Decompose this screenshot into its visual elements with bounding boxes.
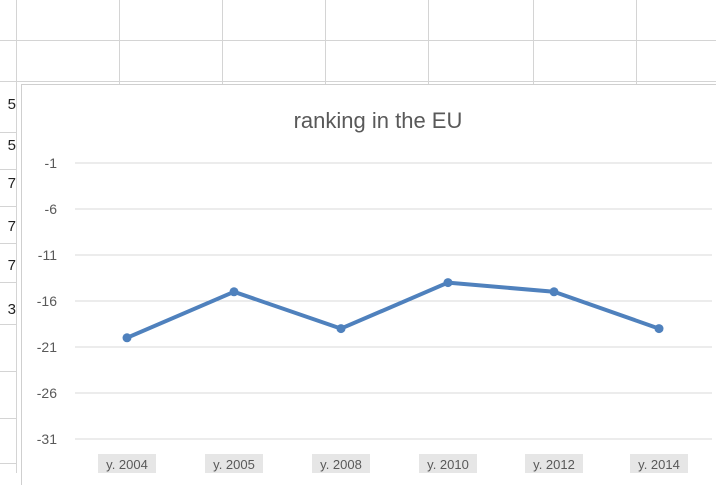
x-tick-label-highlight xyxy=(312,454,370,473)
x-tick-label-highlight xyxy=(525,454,583,473)
chart-object[interactable] xyxy=(21,84,716,485)
data-point xyxy=(122,333,132,343)
row-gridline xyxy=(0,324,16,325)
cell-value[interactable]: 7 xyxy=(7,257,16,274)
column-gridline xyxy=(325,0,326,84)
column-gridline xyxy=(428,0,429,84)
x-tick-label: y. 2005 xyxy=(213,457,255,472)
x-tick-label: y. 2008 xyxy=(320,457,362,472)
column-gridline xyxy=(222,0,223,84)
data-point xyxy=(336,324,346,334)
row-gridline xyxy=(0,132,16,133)
line-chart[interactable]: ranking in the EU -1 -6 -11 -16 -21 -26 -31 y. 2… xyxy=(0,0,716,473)
x-tick-label-highlight xyxy=(98,454,156,473)
row-gridline xyxy=(0,206,16,207)
y-tick-label: -11 xyxy=(38,247,57,263)
y-tick-label: -6 xyxy=(45,201,58,217)
row-gridline xyxy=(0,282,16,283)
y-tick-label: -1 xyxy=(45,155,58,171)
y-tick-label: -16 xyxy=(37,293,57,309)
x-tick-label-highlight xyxy=(630,454,688,473)
data-point xyxy=(443,278,453,288)
data-point xyxy=(654,324,664,334)
row-gridline xyxy=(0,371,16,372)
y-tick-label: -26 xyxy=(37,385,57,401)
column-gridline xyxy=(636,0,637,84)
row-gridline xyxy=(0,169,16,170)
cell-value[interactable]: 7 xyxy=(7,175,16,192)
x-tick-label: y. 2012 xyxy=(533,457,575,472)
row-gridline xyxy=(0,418,16,419)
x-tick-label: y. 2010 xyxy=(427,457,469,472)
x-tick-label-highlight xyxy=(419,454,477,473)
cell-value[interactable]: 5 xyxy=(7,137,16,154)
spreadsheet-grid[interactable]: 5 5 7 7 7 3 xyxy=(0,0,716,473)
row-gridline xyxy=(0,463,16,464)
row-gridline xyxy=(0,40,716,41)
data-point xyxy=(229,287,239,297)
chart-title: ranking in the EU xyxy=(294,108,463,133)
column-gridline xyxy=(119,0,120,84)
data-point xyxy=(549,287,559,297)
series-line xyxy=(125,280,661,340)
y-tick-label: -21 xyxy=(37,339,57,355)
cell-value[interactable]: 5 xyxy=(7,96,16,113)
row-gridline xyxy=(0,243,16,244)
x-tick-label-highlight xyxy=(205,454,263,473)
cell-value[interactable]: 7 xyxy=(7,218,16,235)
cell-value[interactable]: 3 xyxy=(7,301,16,318)
row-gridline xyxy=(0,81,716,82)
column-gridline xyxy=(533,0,534,84)
x-tick-label: y. 2004 xyxy=(106,457,148,472)
x-tick-label: y. 2014 xyxy=(638,457,680,472)
y-tick-label: -31 xyxy=(37,431,57,447)
column-gridline xyxy=(16,0,17,473)
